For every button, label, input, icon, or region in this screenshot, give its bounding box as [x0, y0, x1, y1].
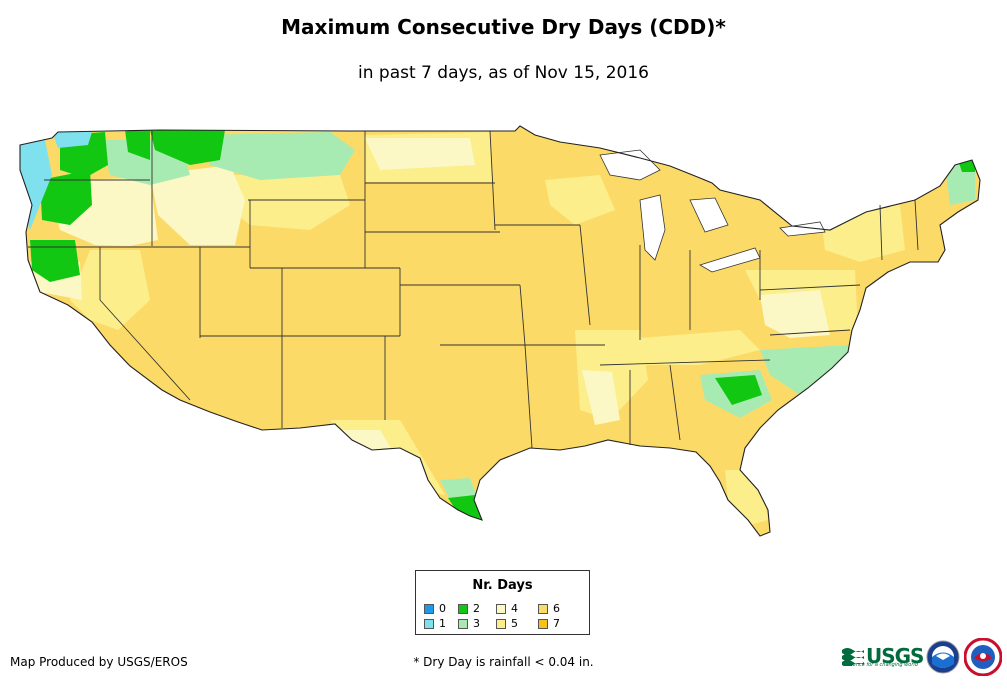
credit-text: Map Produced by USGS/EROS — [10, 655, 188, 669]
dry-3-maine-region — [945, 162, 975, 205]
dry-4-big-bend-region — [340, 430, 395, 455]
footnote-text: * Dry Day is rainfall < 0.04 in. — [413, 655, 594, 669]
legend-swatch — [458, 618, 468, 629]
legend-label: 1 — [439, 617, 446, 630]
usgs-logo-icon: USGS — [842, 644, 924, 668]
nws-logo-icon — [964, 638, 1002, 676]
lake-huron-shape — [689, 197, 729, 233]
legend-item: 7 — [538, 617, 560, 630]
dry-5-wisconsin-region — [545, 175, 615, 225]
dry-5-montana-region — [225, 175, 350, 230]
lake-ontario-shape — [779, 221, 826, 237]
legend-swatch — [496, 618, 506, 629]
dry-4-virginia-region — [760, 290, 830, 338]
noaa-logo-icon — [926, 640, 960, 674]
cdd-map — [19, 125, 981, 537]
usgs-tagline: science for a changing world — [846, 662, 918, 668]
lake-superior-shape — [599, 149, 661, 181]
legend-item: 4 — [496, 602, 518, 615]
legend-swatch — [538, 603, 548, 614]
legend-item: 2 — [458, 602, 480, 615]
dry-1-olympic-region — [52, 132, 92, 148]
lake-michigan-shape — [639, 194, 666, 261]
dry-2-south-texas-tip-region — [448, 495, 482, 520]
dry-4-alabama-region — [582, 370, 620, 425]
legend-swatch — [424, 603, 434, 614]
legend-label: 5 — [511, 617, 518, 630]
legend-swatch — [496, 603, 506, 614]
dry-2-california-north-coast-region — [30, 240, 80, 282]
dry-4-north-dakota-region — [365, 138, 475, 170]
legend-swatch — [538, 618, 548, 629]
legend-item: 0 — [424, 602, 446, 615]
legend-label: 7 — [553, 617, 560, 630]
legend-label: 2 — [473, 602, 480, 615]
legend-label: 6 — [553, 602, 560, 615]
legend-label: 3 — [473, 617, 480, 630]
legend-swatch — [424, 618, 434, 629]
lake-erie-shape — [699, 247, 761, 273]
legend-label: 4 — [511, 602, 518, 615]
dry-3-montana-north-region — [200, 132, 355, 180]
dry-5-california-north-region — [70, 250, 150, 330]
legend-label: 0 — [439, 602, 446, 615]
legend-item: 6 — [538, 602, 560, 615]
legend-item: 1 — [424, 617, 446, 630]
map-legend: Nr. Days 0 1 2 3 4 5 6 7 — [415, 570, 590, 635]
dry-2-north-idaho-region — [150, 130, 225, 165]
legend-swatch — [458, 603, 468, 614]
dry-4-idaho-region — [150, 165, 245, 245]
legend-item: 3 — [458, 617, 480, 630]
dry-2-oregon-coast-region — [40, 170, 92, 225]
dry-2-south-carolina-region — [715, 375, 762, 405]
legend-item: 5 — [496, 617, 518, 630]
dry-2-northeast-washington-region — [125, 130, 150, 160]
dry-5-tennessee-region — [615, 330, 760, 365]
legend-title: Nr. Days — [472, 578, 533, 593]
usgs-wordmark: USGS — [866, 644, 924, 668]
map-title: Maximum Consecutive Dry Days (CDD)* — [281, 15, 726, 39]
map-subtitle: in past 7 days, as of Nov 15, 2016 — [358, 63, 649, 83]
